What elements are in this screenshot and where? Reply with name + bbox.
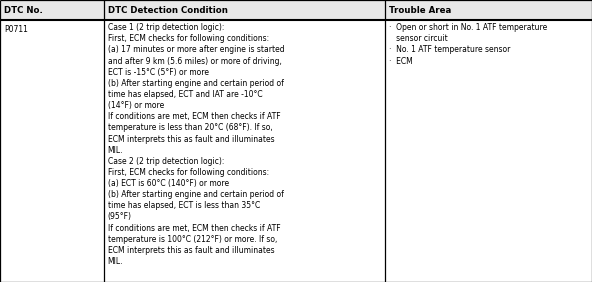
Text: If conditions are met, ECM then checks if ATF: If conditions are met, ECM then checks i…: [108, 112, 281, 121]
Text: ECT is -15°C (5°F) or more: ECT is -15°C (5°F) or more: [108, 68, 209, 77]
Text: ·  ECM: · ECM: [389, 56, 413, 65]
Text: First, ECM checks for following conditions:: First, ECM checks for following conditio…: [108, 168, 269, 177]
Text: (b) After starting engine and certain period of: (b) After starting engine and certain pe…: [108, 190, 284, 199]
Text: Case 2 (2 trip detection logic):: Case 2 (2 trip detection logic):: [108, 157, 224, 166]
Text: (95°F): (95°F): [108, 213, 132, 221]
Bar: [104, 0, 385, 20]
Text: P0711: P0711: [4, 25, 28, 34]
Text: DTC Detection Condition: DTC Detection Condition: [108, 6, 227, 15]
Text: MIL.: MIL.: [108, 146, 123, 155]
Text: (a) 17 minutes or more after engine is started: (a) 17 minutes or more after engine is s…: [108, 45, 284, 54]
Text: ·  Open or short in No. 1 ATF temperature: · Open or short in No. 1 ATF temperature: [389, 23, 547, 32]
Bar: [385, 0, 592, 20]
Text: ECM interprets this as fault and illuminates: ECM interprets this as fault and illumin…: [108, 135, 274, 144]
Text: temperature is 100°C (212°F) or more. If so,: temperature is 100°C (212°F) or more. If…: [108, 235, 277, 244]
Text: and after 9 km (5.6 miles) or more of driving,: and after 9 km (5.6 miles) or more of dr…: [108, 56, 282, 65]
Text: First, ECM checks for following conditions:: First, ECM checks for following conditio…: [108, 34, 269, 43]
Text: temperature is less than 20°C (68°F). If so,: temperature is less than 20°C (68°F). If…: [108, 124, 272, 132]
Text: ECM interprets this as fault and illuminates: ECM interprets this as fault and illumin…: [108, 246, 274, 255]
Text: (b) After starting engine and certain period of: (b) After starting engine and certain pe…: [108, 79, 284, 88]
Text: ·  No. 1 ATF temperature sensor: · No. 1 ATF temperature sensor: [389, 45, 510, 54]
Text: time has elapsed, ECT and IAT are -10°C: time has elapsed, ECT and IAT are -10°C: [108, 90, 262, 99]
Text: (14°F) or more: (14°F) or more: [108, 101, 164, 110]
Text: If conditions are met, ECM then checks if ATF: If conditions are met, ECM then checks i…: [108, 224, 281, 233]
Text: Case 1 (2 trip detection logic):: Case 1 (2 trip detection logic):: [108, 23, 224, 32]
Text: MIL.: MIL.: [108, 257, 123, 266]
Text: (a) ECT is 60°C (140°F) or more: (a) ECT is 60°C (140°F) or more: [108, 179, 229, 188]
Text: time has elapsed, ECT is less than 35°C: time has elapsed, ECT is less than 35°C: [108, 201, 260, 210]
Text: Trouble Area: Trouble Area: [389, 6, 451, 15]
Text: DTC No.: DTC No.: [4, 6, 43, 15]
Text: sensor circuit: sensor circuit: [389, 34, 448, 43]
Bar: [0, 0, 104, 20]
